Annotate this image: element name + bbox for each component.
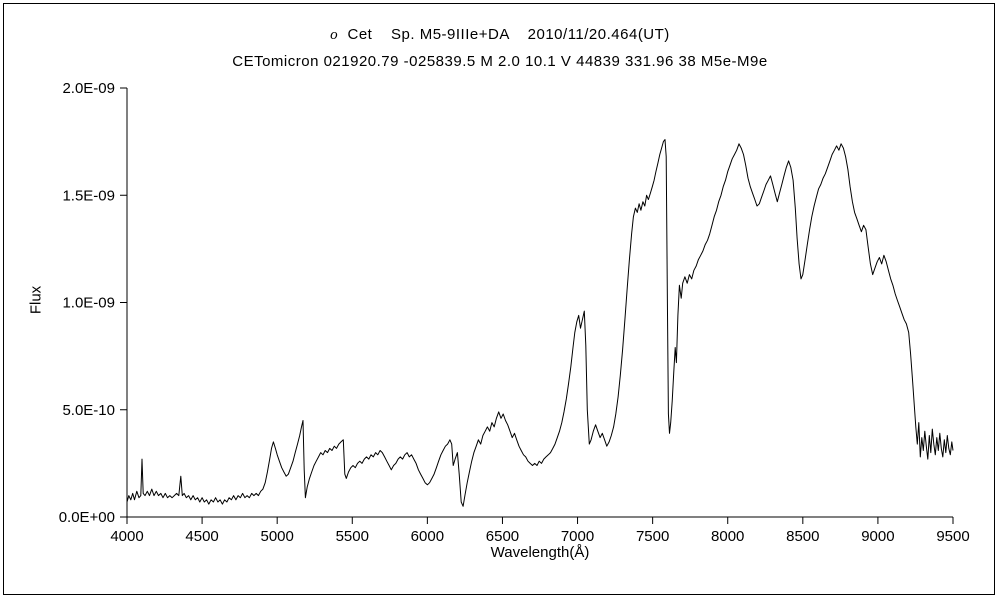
x-tick-label: 5000	[260, 528, 293, 545]
y-tick-label: 1.0E-09	[62, 295, 115, 312]
chart-title-text: Cet Sp. M5-9IIIe+DA 2010/11/20.464(UT)	[338, 26, 670, 43]
star-designation: o	[330, 27, 339, 43]
x-tick-label: 9500	[936, 528, 969, 545]
x-tick-label: 8500	[786, 528, 819, 545]
chart-subtitle: CETomicron 021920.79 -025839.5 M 2.0 10.…	[232, 53, 768, 70]
x-tick-label: 8000	[711, 528, 744, 545]
x-tick-label: 4000	[110, 528, 143, 545]
chart-title: o Cet Sp. M5-9IIIe+DA 2010/11/20.464(UT)	[0, 26, 1000, 44]
x-tick-label: 6000	[411, 528, 444, 545]
x-axis-label: Wavelength(Å)	[490, 544, 590, 561]
y-tick-label: 5.0E-10	[62, 402, 115, 419]
y-tick-label: 2.0E-09	[62, 80, 115, 97]
x-tick-label: 6500	[486, 528, 519, 545]
y-tick-label: 0.0E+00	[59, 509, 115, 526]
x-tick-label: 9000	[861, 528, 894, 545]
y-tick-label: 1.5E-09	[62, 187, 115, 204]
y-axis-label: Flux	[27, 285, 45, 315]
x-tick-label: 4500	[185, 528, 218, 545]
axes	[126, 88, 953, 518]
x-tick-label: 5500	[336, 528, 369, 545]
spectrum-line	[126, 139, 954, 507]
x-tick-label: 7000	[561, 528, 594, 545]
x-tick-label: 7500	[636, 528, 669, 545]
